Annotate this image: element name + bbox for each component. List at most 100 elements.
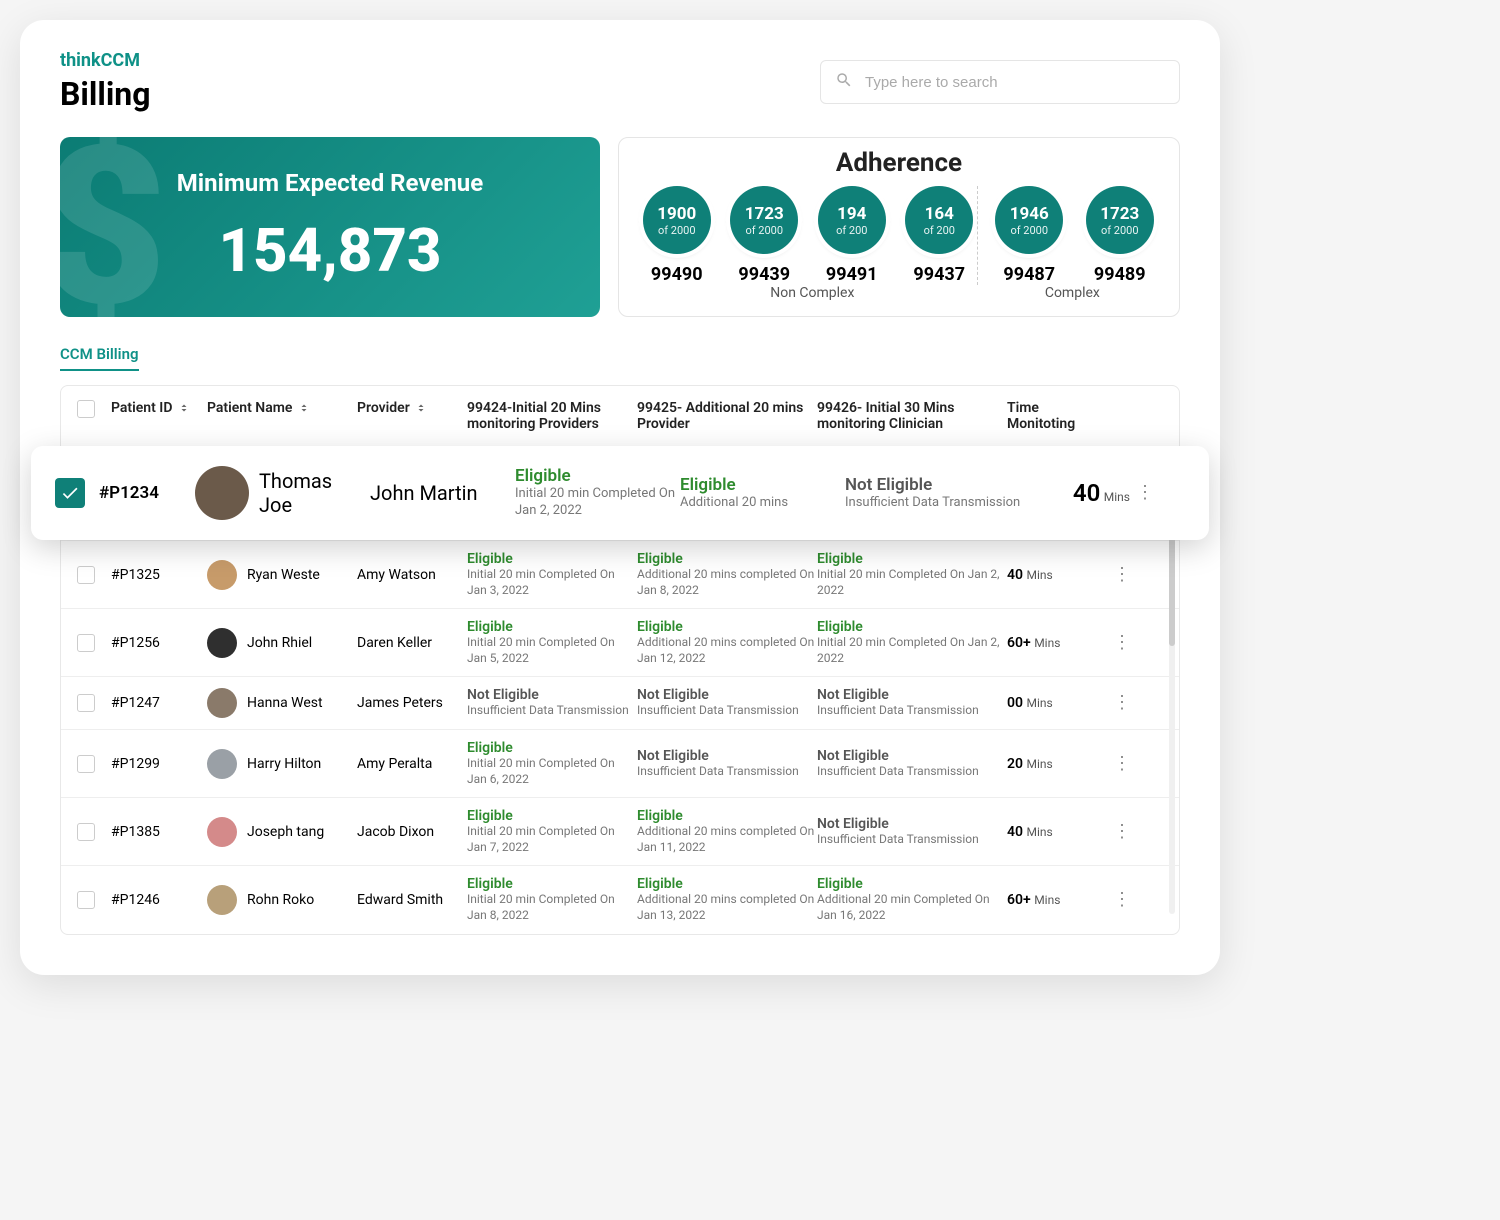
adherence-circle: 194of 200 <box>818 186 886 254</box>
status-label: Not Eligible <box>817 816 1007 832</box>
adherence-title: Adherence <box>639 148 1159 178</box>
patient-name: Hanna West <box>247 695 323 711</box>
avatar <box>207 749 237 779</box>
col-header-provider[interactable]: Provider <box>357 400 467 416</box>
adherence-item: 1723of 2000 99489 <box>1081 186 1160 285</box>
time-monitoring: 60+ Mins <box>1007 635 1107 651</box>
row-checkbox[interactable] <box>77 755 95 773</box>
revenue-value: 154,873 <box>60 215 600 286</box>
adherence-denominator: of 2000 <box>995 224 1063 237</box>
adherence-code: 99439 <box>727 264 803 285</box>
adherence-circle: 1900of 2000 <box>643 186 711 254</box>
status-sub: Initial 20 min Completed On Jan 7, 2022 <box>467 824 637 855</box>
col-header-time: Time Monitoting <box>1007 400 1107 432</box>
status-label: Eligible <box>467 740 637 756</box>
status-sub: Insufficient Data Transmission <box>845 495 1030 512</box>
status-label: Not Eligible <box>637 687 817 703</box>
avatar <box>207 885 237 915</box>
checkbox-select-all[interactable] <box>77 400 95 418</box>
patient-name: Thomas Joe <box>259 469 370 517</box>
avatar <box>195 466 249 520</box>
row-menu-icon[interactable]: ⋮ <box>1113 564 1131 585</box>
adherence-numerator: 1946 <box>995 204 1063 224</box>
provider-name: Amy Watson <box>357 567 467 583</box>
table-row[interactable]: #P1246Rohn RokoEdward SmithEligibleIniti… <box>61 865 1179 933</box>
col-header-99426: 99426- Initial 30 Mins monitoring Clinic… <box>817 400 1007 432</box>
table-row[interactable]: #P1256John RhielDaren KellerEligibleInit… <box>61 608 1179 676</box>
patient-id: #P1247 <box>111 695 207 711</box>
patient-name: Ryan Weste <box>247 567 320 583</box>
status-label: Eligible <box>637 619 817 635</box>
table-body: #P1234Thomas JoeJohn MartinEligibleIniti… <box>61 446 1179 934</box>
status-sub: Additional 20 mins completed On Jan 12, … <box>637 635 817 666</box>
scrollbar-track[interactable] <box>1169 526 1175 914</box>
adherence-numerator: 1900 <box>643 204 711 224</box>
status-sub: Insufficient Data Transmission <box>637 703 817 719</box>
table-row[interactable]: #P1247Hanna WestJames PetersNot Eligible… <box>61 676 1179 729</box>
tab-ccm-billing[interactable]: CCM Billing <box>60 345 139 371</box>
status-label: Not Eligible <box>817 687 1007 703</box>
status-label: Eligible <box>637 551 817 567</box>
table-row[interactable]: #P1234Thomas JoeJohn MartinEligibleIniti… <box>31 446 1209 540</box>
row-checkbox[interactable] <box>77 694 95 712</box>
row-menu-icon[interactable]: ⋮ <box>1113 821 1131 842</box>
table-row[interactable]: #P1299Harry HiltonAmy PeraltaEligibleIni… <box>61 729 1179 797</box>
search-box[interactable] <box>820 60 1180 104</box>
adherence-circle: 1946of 2000 <box>995 186 1063 254</box>
patient-id: #P1385 <box>111 824 207 840</box>
patient-id: #P1299 <box>111 756 207 772</box>
row-checkbox[interactable] <box>77 823 95 841</box>
patient-id: #P1246 <box>111 892 207 908</box>
adherence-code: 99490 <box>639 264 715 285</box>
col-header-patient-id[interactable]: Patient ID <box>111 400 207 416</box>
table-row[interactable]: #P1385Joseph tangJacob DixonEligibleInit… <box>61 797 1179 865</box>
scrollbar-thumb[interactable] <box>1169 526 1175 646</box>
sort-icon <box>178 402 190 414</box>
adherence-complex-group: 1946of 2000994871723of 200099489 <box>977 186 1159 285</box>
patient-id: #P1325 <box>111 567 207 583</box>
status-sub: Insufficient Data Transmission <box>467 703 637 719</box>
adherence-circle: 1723of 2000 <box>1086 186 1154 254</box>
status-label: Eligible <box>467 551 637 567</box>
time-monitoring: 40 Mins <box>1007 567 1107 583</box>
col-header-patient-name[interactable]: Patient Name <box>207 400 357 416</box>
time-monitoring: 20 Mins <box>1007 756 1107 772</box>
time-monitoring: 00 Mins <box>1007 695 1107 711</box>
avatar <box>207 688 237 718</box>
row-checkbox[interactable] <box>55 478 85 508</box>
adherence-code: 99489 <box>1081 264 1160 285</box>
row-checkbox[interactable] <box>77 566 95 584</box>
adherence-item: 1946of 2000 99487 <box>990 186 1069 285</box>
adherence-numerator: 194 <box>818 204 886 224</box>
row-menu-icon[interactable]: ⋮ <box>1113 632 1131 653</box>
status-sub: Initial 20 min Completed On Jan 6, 2022 <box>467 756 637 787</box>
billing-table: Patient ID Patient Name Provider 99424-I… <box>60 385 1180 935</box>
adherence-denominator: of 200 <box>905 224 973 237</box>
row-checkbox[interactable] <box>77 891 95 909</box>
status-sub: Initial 20 min Completed On Jan 2, 2022 <box>817 635 1007 666</box>
status-sub: Initial 20 min Completed On Jan 2, 2022 <box>817 567 1007 598</box>
status-sub: Additional 20 mins completed On Jan 13, … <box>637 892 817 923</box>
time-monitoring: 40 Mins <box>1007 824 1107 840</box>
adherence-code: 99487 <box>990 264 1069 285</box>
patient-id: #P1256 <box>111 635 207 651</box>
row-checkbox[interactable] <box>77 634 95 652</box>
row-menu-icon[interactable]: ⋮ <box>1113 753 1131 774</box>
row-menu-icon[interactable]: ⋮ <box>1136 482 1154 503</box>
status-sub: Insufficient Data Transmission <box>637 764 817 780</box>
adherence-non-complex-label: Non Complex <box>639 285 986 301</box>
row-menu-icon[interactable]: ⋮ <box>1113 889 1131 910</box>
col-header-99424: 99424-Initial 20 Mins monitoring Provide… <box>467 400 637 432</box>
status-label: Eligible <box>817 551 1007 567</box>
table-row[interactable]: #P1325Ryan WesteAmy WatsonEligibleInitia… <box>61 540 1179 608</box>
adherence-denominator: of 2000 <box>1086 224 1154 237</box>
adherence-code: 99491 <box>814 264 890 285</box>
status-label: Not Eligible <box>845 475 1030 495</box>
status-label: Eligible <box>817 876 1007 892</box>
row-menu-icon[interactable]: ⋮ <box>1113 692 1131 713</box>
status-sub: Initial 20 min Completed On Jan 5, 2022 <box>467 635 637 666</box>
adherence-card: Adherence 1900of 2000994901723of 2000994… <box>618 137 1180 317</box>
status-sub: Insufficient Data Transmission <box>817 832 1007 848</box>
patient-name: Rohn Roko <box>247 892 314 908</box>
search-input[interactable] <box>865 74 1165 91</box>
